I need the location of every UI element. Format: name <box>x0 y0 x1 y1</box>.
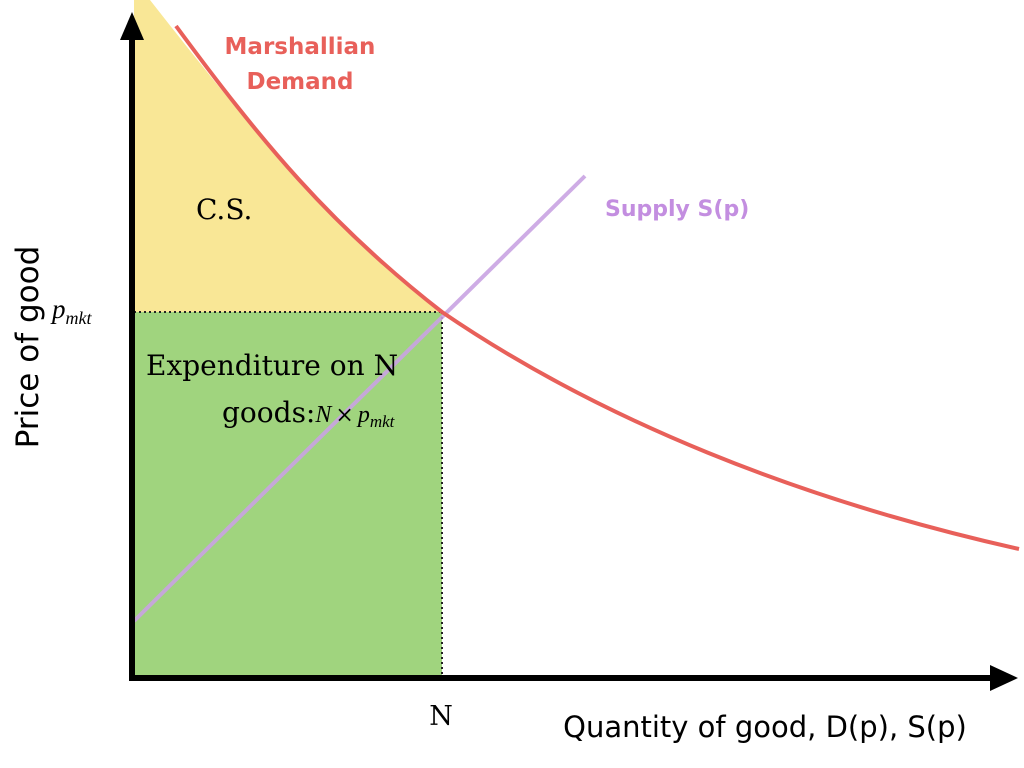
expenditure-goods-text: goods: <box>222 396 315 429</box>
price-p-symbol: p <box>50 294 66 324</box>
x-axis-arrow-icon <box>990 665 1018 691</box>
expenditure-mkt-subscript: mkt <box>370 412 396 431</box>
demand-label-line2: Demand <box>246 69 353 95</box>
expenditure-label-line2: goods:N × pmkt <box>222 396 396 431</box>
expenditure-p-symbol: p <box>356 402 370 428</box>
expenditure-times-symbol: × <box>335 403 353 428</box>
y-axis-title: Price of good <box>10 246 46 449</box>
quantity-tick-label: N <box>429 701 453 732</box>
demand-label-line1: Marshallian <box>225 34 376 60</box>
price-tick-label: pmkt <box>50 294 92 328</box>
expenditure-label-line1: Expenditure on N <box>146 349 398 382</box>
supply-label: Supply S(p) <box>605 197 749 222</box>
price-mkt-subscript: mkt <box>66 308 93 328</box>
x-axis-title: Quantity of good, D(p), S(p) <box>563 710 967 744</box>
consumer-surplus-label: C.S. <box>196 193 252 226</box>
expenditure-n-symbol: N <box>314 402 333 428</box>
